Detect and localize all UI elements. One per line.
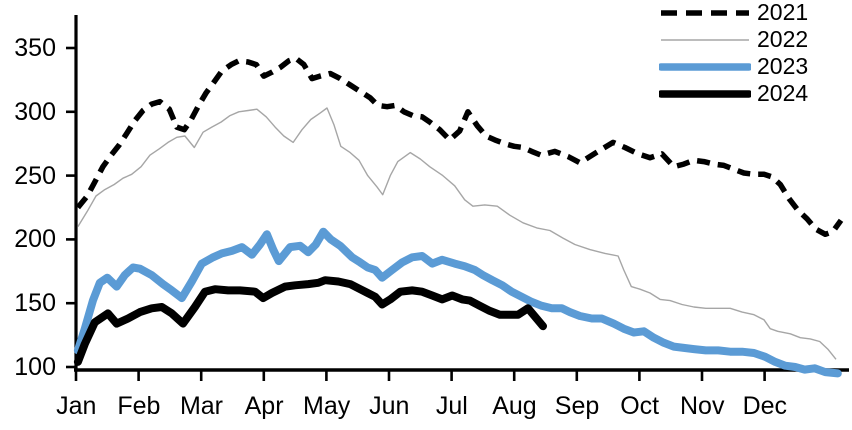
legend-line-2023-icon [659, 62, 751, 71]
x-tick-label-nov: Nov [680, 392, 725, 420]
x-tick-label-aug: Aug [492, 392, 537, 420]
legend-line-2024-icon [659, 89, 751, 98]
series-line-2021 [75, 55, 844, 238]
x-tick-label-mar: Mar [179, 392, 224, 420]
x-axis-labels: Jan Feb Mar Apr May Jun Jul Aug Sep Oct … [45, 390, 797, 422]
y-tick-label: 350 [14, 34, 56, 62]
x-tick-label-dec: Dec [742, 392, 788, 420]
legend-row-2021: 2021 [659, 0, 808, 26]
legend-row-2023: 2023 [659, 53, 808, 80]
x-tick-label-sep: Sep [554, 392, 600, 420]
legend-row-2024: 2024 [659, 80, 808, 107]
legend-line-2022-icon [661, 38, 749, 41]
x-tick-label-jan: Jan [56, 392, 97, 420]
y-tick-label: 200 [14, 225, 56, 253]
series-line-2022 [77, 107, 837, 360]
y-axis-labels: 350 300 250 200 150 100 [0, 0, 56, 430]
legend-label-2024: 2024 [757, 80, 809, 106]
x-tick-label-apr: Apr [244, 392, 284, 420]
legend-line-2021-icon [661, 9, 749, 16]
x-tick-label-oct: Oct [620, 392, 660, 420]
legend-label-2021: 2021 [757, 0, 809, 25]
series-line-2024 [73, 276, 547, 366]
x-tick-label-jul: Jul [435, 392, 468, 420]
x-tick-label-may: May [303, 392, 351, 420]
x-tick-label-jun: Jun [369, 392, 410, 420]
legend-label-2022: 2022 [757, 26, 809, 52]
y-tick-label: 300 [14, 98, 56, 126]
y-tick-label: 100 [14, 353, 56, 381]
series-line-2023 [73, 227, 842, 378]
legend-row-2022: 2022 [659, 26, 808, 53]
y-tick-label: 250 [14, 162, 56, 190]
x-tick-label-feb: Feb [117, 392, 161, 420]
legend: 2021 2022 2023 2024 [659, 0, 808, 107]
legend-label-2023: 2023 [757, 53, 809, 79]
y-tick-label: 150 [14, 289, 56, 317]
